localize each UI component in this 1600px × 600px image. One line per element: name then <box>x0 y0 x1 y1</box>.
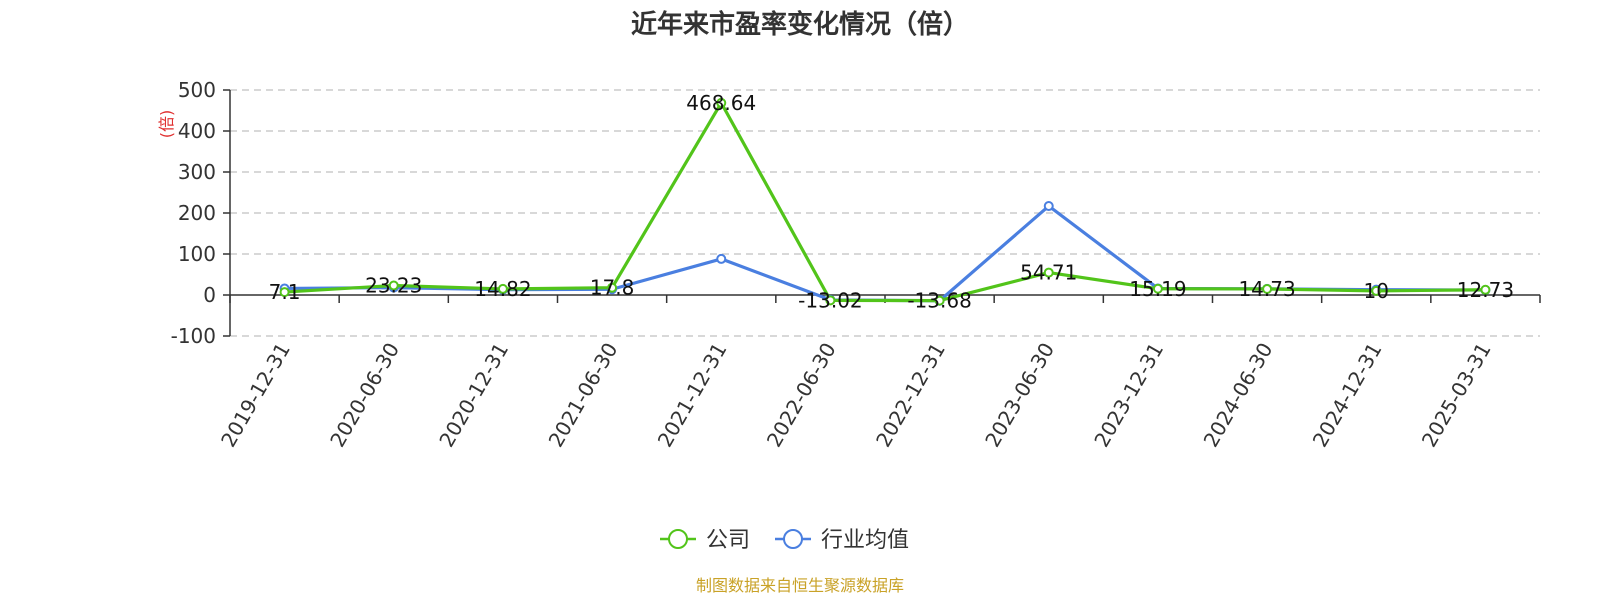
data-label: 12.73 <box>1457 278 1514 302</box>
data-labels: 7.1 23.23 14.82 17.8 468.64 -13.02 -13.68 54.71… <box>269 91 1514 313</box>
series-point-0 <box>1480 284 1491 295</box>
chart-title: 近年来市盈率变化情况（倍） <box>631 9 969 40</box>
series-point-0 <box>607 282 618 293</box>
series-point-0 <box>716 97 727 108</box>
data-label: 23.23 <box>365 273 422 297</box>
data-label: 17.8 <box>590 276 635 300</box>
series-point-0 <box>279 287 290 298</box>
y-tick-label: 100 <box>178 242 216 266</box>
x-tick-label: 2024-06-30 <box>1199 339 1278 452</box>
x-tick-label: 2024-12-31 <box>1308 339 1387 452</box>
data-label: 7.1 <box>269 280 301 304</box>
y-tick-label: 500 <box>178 78 216 102</box>
data-label: 10 <box>1364 279 1389 303</box>
legend-swatch-marker <box>668 529 688 549</box>
x-tick-label: 2025-03-31 <box>1417 339 1496 452</box>
x-tick-label: 2020-12-31 <box>434 338 513 451</box>
x-tick-label: 2023-12-31 <box>1089 339 1168 452</box>
x-tick-label: 2023-06-30 <box>980 339 1059 452</box>
series-point-0 <box>1262 283 1273 294</box>
series-lines <box>279 97 1491 306</box>
x-tick-label: 2021-12-31 <box>653 339 732 452</box>
data-label: -13.02 <box>798 288 862 312</box>
series-point-0 <box>934 295 945 306</box>
legend-swatch-marker <box>783 529 803 549</box>
series-point-0 <box>497 283 508 294</box>
legend: 公司 行业均值 <box>660 528 909 553</box>
series-point-0 <box>1152 283 1163 294</box>
grid-lines <box>230 89 1540 337</box>
data-label: 14.82 <box>474 277 531 301</box>
series-line-0 <box>284 101 1486 303</box>
series-point-0 <box>1371 285 1382 296</box>
axes: -100 0 100 200 300 400 500 2019-12-31 2020-06-30… <box>171 78 1541 452</box>
x-tick-label: 2021-06-30 <box>544 339 623 452</box>
legend-label: 公司 <box>706 528 750 553</box>
series-point-1 <box>1043 201 1054 212</box>
data-label: 14.73 <box>1238 277 1295 301</box>
y-tick-label: 300 <box>178 160 216 184</box>
y-tick-label: 200 <box>178 201 216 225</box>
series-point-0 <box>388 280 399 291</box>
x-tick-label: 2019-12-31 <box>216 339 295 452</box>
y-tick-label: 0 <box>203 283 216 307</box>
series-point-0 <box>1043 267 1054 278</box>
x-tick-label: 2022-06-30 <box>762 339 841 452</box>
series-point-1 <box>716 253 727 264</box>
y-tick-label: 400 <box>178 119 216 143</box>
series-point-0 <box>825 295 836 306</box>
x-tick-label: 2022-12-31 <box>871 338 950 451</box>
data-label: 468.64 <box>686 91 756 115</box>
legend-label: 行业均值 <box>821 528 909 553</box>
x-tick-label: 2020-06-30 <box>325 339 404 452</box>
data-label: 15.19 <box>1129 277 1186 301</box>
y-tick-label: -100 <box>171 324 216 348</box>
source-note: 制图数据来自恒生聚源数据库 <box>696 576 904 595</box>
data-label: 54.71 <box>1020 261 1077 285</box>
y-axis-unit-label: (倍) <box>157 110 176 139</box>
data-label: -13.68 <box>907 289 971 313</box>
